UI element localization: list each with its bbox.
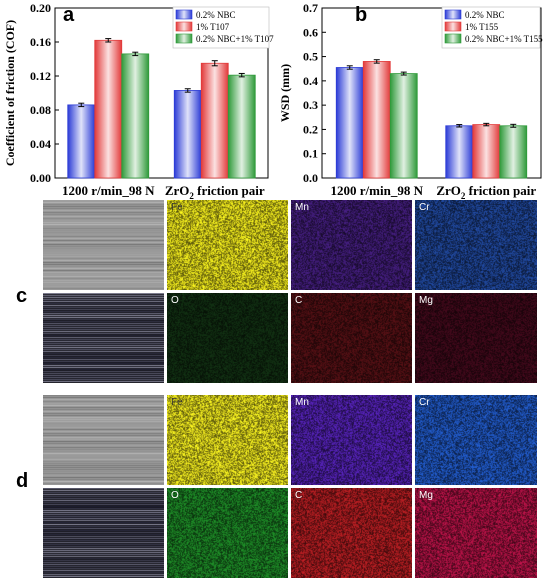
eds-tile <box>43 200 164 290</box>
chart-b: 0.0 0.1 0.2 0.3 0.4 0.5 0.6 0.7 WSD (mm) 1200 r/m… <box>278 1 543 200</box>
eds-map-image <box>415 200 537 290</box>
eds-map-image <box>291 200 412 290</box>
eds-tile: Cr <box>415 200 537 290</box>
y-axis-label: Coefficient of friction (COF) <box>3 20 17 166</box>
y-tick-label: 0.0 <box>303 171 318 185</box>
eds-tile: Cr <box>415 395 537 485</box>
panel-letter-b: b <box>355 4 368 26</box>
y-tick-label: 0.2 <box>303 122 318 136</box>
eds-tile: Mg <box>415 488 537 578</box>
sem-image <box>43 200 164 290</box>
sem-image <box>43 395 164 485</box>
legend-label: 0.2% NBC+1% T107 <box>196 34 274 44</box>
x-tick-label: 1200 r/min_98 N <box>331 183 424 198</box>
legend-swatch <box>444 33 462 44</box>
x-tick-label: ZrO2 friction pair <box>436 183 536 200</box>
eds-map-image <box>415 395 537 485</box>
eds-element-label: Cr <box>419 397 430 408</box>
eds-map-image <box>167 293 288 383</box>
legend-swatch <box>444 21 462 32</box>
legend-swatch <box>444 9 462 20</box>
bar <box>472 124 501 179</box>
x-tick-label: ZrO2 friction pair <box>165 183 265 200</box>
eds-tile: O <box>167 488 288 578</box>
legend-label: 0.2% NBC <box>196 10 236 20</box>
eds-element-label: O <box>171 295 179 306</box>
y-tick-label: 0.04 <box>30 137 51 151</box>
eds-element-label: C <box>295 490 303 501</box>
eds-element-label: Mn <box>295 397 309 408</box>
eds-tile: Mg <box>415 293 537 383</box>
sem-image <box>43 488 164 578</box>
x-tick-label: 1200 r/min_98 N <box>62 183 155 198</box>
bar <box>335 67 364 179</box>
eds-tile: C <box>291 293 412 383</box>
eds-tile <box>43 293 164 383</box>
eds-tile: Fe <box>167 200 288 290</box>
bar <box>173 90 202 179</box>
y-tick-label: 0.20 <box>30 1 51 15</box>
eds-tile <box>43 395 164 485</box>
eds-tile: O <box>167 293 288 383</box>
bar <box>499 125 528 179</box>
y-axis-label: WSD (mm) <box>278 64 292 122</box>
bar <box>67 104 96 179</box>
bar <box>445 125 474 179</box>
y-tick-label: 0.12 <box>30 69 51 83</box>
eds-element-label: Mg <box>419 295 433 306</box>
eds-map-image <box>291 395 412 485</box>
y-tick-label: 0.4 <box>303 74 318 88</box>
eds-tile <box>43 488 164 578</box>
plot-frame <box>321 7 542 179</box>
panel-letter-c: c <box>16 285 28 307</box>
eds-map-image <box>167 395 288 485</box>
eds-element-label: Cr <box>419 202 430 213</box>
sem-image <box>43 293 164 383</box>
eds-element-label: Mn <box>295 202 309 213</box>
panel-letter-a: a <box>63 4 75 26</box>
y-tick-label: 0.1 <box>303 147 318 161</box>
bar <box>227 74 256 179</box>
y-tick-label: 0.5 <box>303 50 318 64</box>
panel-letter-d: d <box>16 470 29 492</box>
plot-frame <box>54 7 269 179</box>
eds-map-image <box>167 200 288 290</box>
legend-swatch <box>175 33 193 44</box>
y-tick-label: 0.16 <box>30 35 51 49</box>
bar <box>121 53 150 179</box>
legend-label: 1% T107 <box>196 22 230 32</box>
y-tick-label: 0.08 <box>30 103 51 117</box>
legend-label: 1% T155 <box>465 22 499 32</box>
legend-swatch <box>175 21 193 32</box>
bar <box>200 62 229 179</box>
eds-map-image <box>167 488 288 578</box>
eds-element-label: Fe <box>171 397 183 408</box>
y-tick-label: 0.7 <box>303 1 318 15</box>
eds-tile: C <box>291 488 412 578</box>
legend-label: 0.2% NBC+1% T155 <box>465 34 543 44</box>
eds-element-label: Mg <box>419 490 433 501</box>
eds-map-image <box>291 293 412 383</box>
legend-label: 0.2% NBC <box>465 10 505 20</box>
eds-tile: Mn <box>291 200 412 290</box>
eds-tile: Mn <box>291 395 412 485</box>
bar <box>94 39 123 179</box>
eds-element-label: Fe <box>171 202 183 213</box>
y-tick-label: 0.00 <box>30 171 51 185</box>
eds-map-image <box>291 488 412 578</box>
eds-tile: Fe <box>167 395 288 485</box>
chart-a: 0.00 0.04 0.08 0.12 0.16 0.20 Coefficient of f… <box>3 1 274 200</box>
bar <box>389 73 418 179</box>
eds-map-image <box>415 488 537 578</box>
legend-swatch <box>175 9 193 20</box>
eds-map-image <box>415 293 537 383</box>
y-tick-label: 0.3 <box>303 98 318 112</box>
y-tick-label: 0.6 <box>303 25 318 39</box>
bar <box>362 61 391 179</box>
eds-element-label: C <box>295 295 303 306</box>
eds-element-label: O <box>171 490 179 501</box>
